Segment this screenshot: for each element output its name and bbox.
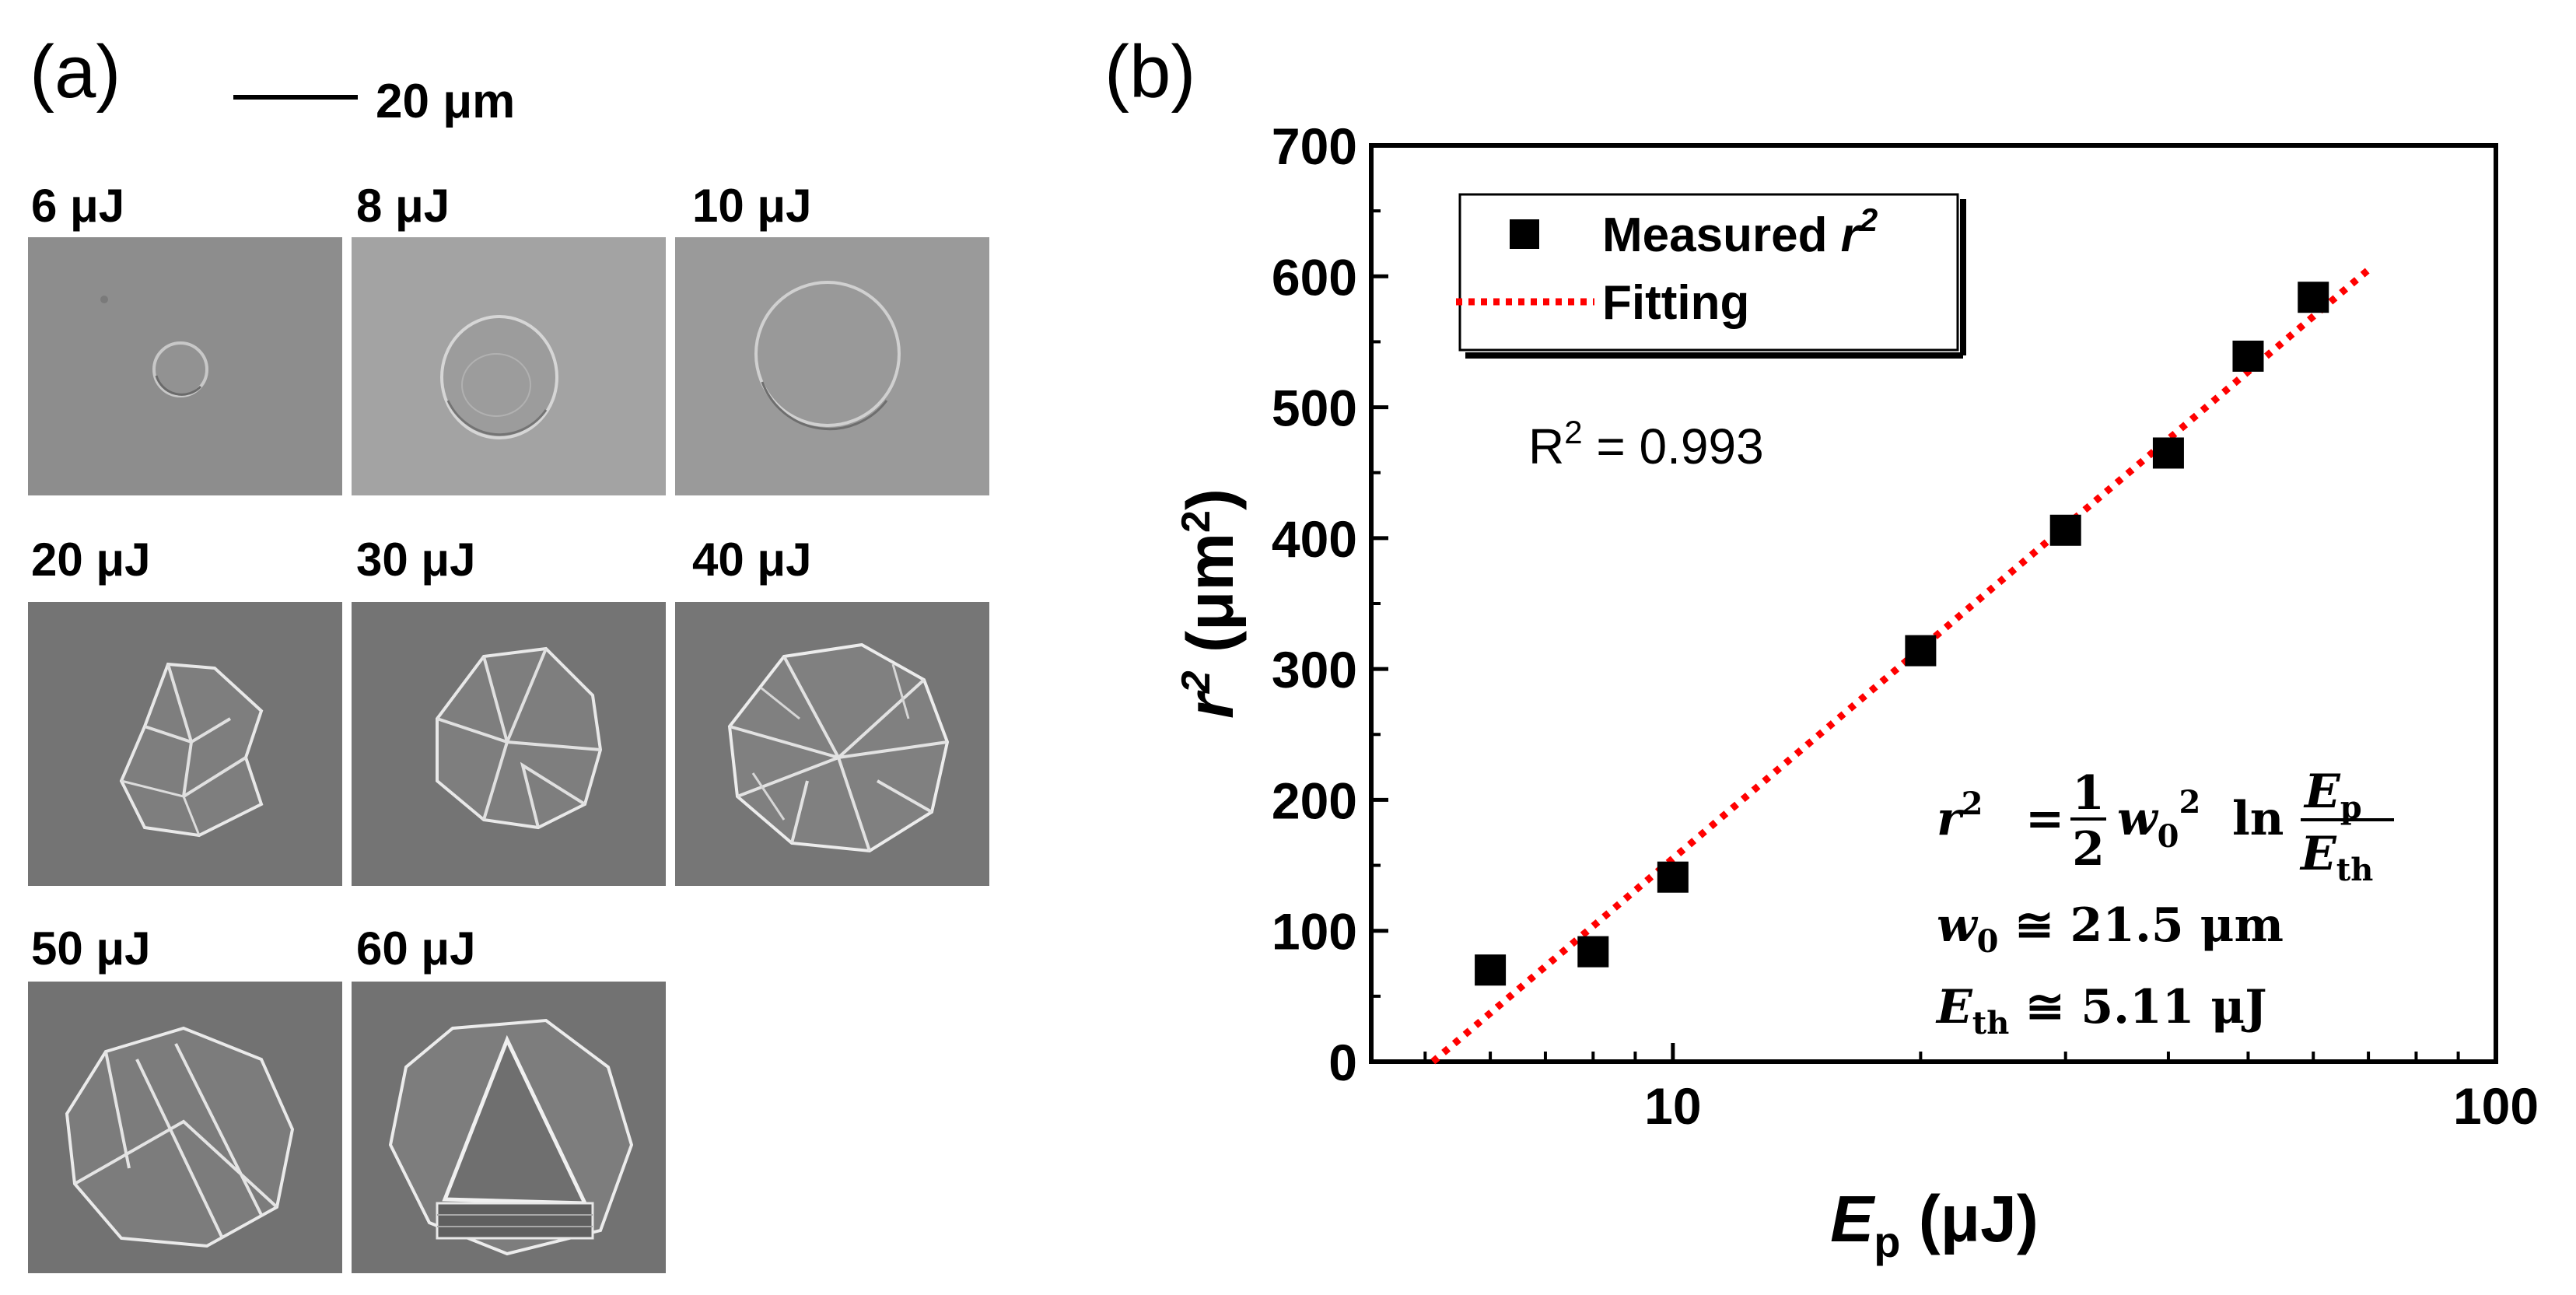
x-axis-label-subscript: p [1874,1217,1900,1266]
y-axis-label-unit-close: ) [1174,488,1247,510]
eq-w: w [2117,792,2159,846]
eth-symbol: E [1935,980,1973,1034]
svg-text:w02: w02 [2117,784,2200,855]
eq-ln: ln [2232,792,2284,846]
r-squared-annotation: R2 = 0.993 [1528,414,1764,474]
data-point [2232,340,2264,372]
y-axis-label-superscript: 2 [1174,670,1219,694]
sem-image-50uj [28,982,342,1273]
eq-den-e: E [2299,827,2337,881]
data-point [1475,954,1507,986]
y-tick-label: 500 [1272,380,1357,437]
x-tick-label: 10 [1644,1077,1701,1135]
panel-a-letter: (a) [30,30,121,114]
eq-w-subscript: 0 [2158,818,2179,855]
svg-text:r2: r2 [1937,786,1983,846]
data-point [2152,437,2184,469]
r-squared-value: = 0.993 [1583,418,1764,474]
y-tick-label: 100 [1272,903,1357,961]
legend-marker-measured [1510,219,1539,249]
tile-label: 10 μJ [692,180,812,232]
eq-den-subscript: th [2336,852,2374,888]
eq-equals: = [2025,792,2064,846]
eq-r: r [1937,792,1965,846]
eth-value: ≅ 5.11 μJ [2009,980,2266,1034]
eq-r-superscript: 2 [1962,786,1983,822]
y-tick-label: 700 [1272,117,1357,175]
y-axis-ticks: 0 100 200 300 400 500 600 700 [1272,117,1388,1091]
panel-b-letter: (b) [1104,30,1196,114]
svg-text:Ep: Ep [2303,765,2362,826]
data-point [1657,861,1689,893]
w0-value: ≅ 21.5 μm [1999,898,2284,953]
tile-label: 8 μJ [356,180,450,232]
x-axis-ticks: 10 100 [1423,1043,2539,1135]
eth-subscript: th [1972,1005,2010,1041]
eth-annotation: Eth ≅ 5.11 μJ [1935,980,2267,1041]
legend-measured-label: Measured r2 [1602,201,1878,262]
data-point [1905,635,1937,667]
y-axis-label-symbol: r [1174,690,1247,719]
y-axis-label: r2 (μm2) [1174,488,1247,719]
tile-label: 60 μJ [356,922,476,975]
svg-text:Eth: Eth [2299,827,2373,888]
tile-label: 20 μJ [31,534,151,586]
sem-image-6uj [28,237,342,495]
data-points [1475,282,2329,986]
y-axis-label-unit: (μm [1174,533,1247,653]
x-axis-label-unit: (μJ) [1919,1182,2039,1255]
y-tick-label: 300 [1272,641,1357,698]
scale-bar-label: 20 μm [376,75,516,128]
sem-image-40uj [675,602,989,886]
sem-image-30uj [352,602,666,886]
x-axis-label-symbol: E [1830,1182,1876,1255]
tile-label: 50 μJ [31,922,151,975]
eq-w-superscript: 2 [2179,784,2201,821]
data-point [1577,936,1609,968]
data-point [2049,514,2081,546]
tile-label: 6 μJ [31,180,125,232]
r-squared-symbol: R [1528,418,1564,474]
eq-frac-den: 2 [2072,822,2105,877]
scale-bar [233,95,358,100]
w0-subscript: 0 [1977,923,1999,960]
sem-image-8uj [352,237,666,495]
sem-image-20uj [28,602,342,886]
data-point [2298,282,2329,313]
eq-num-e: E [2303,765,2341,819]
legend-measured-symbol: r [1841,208,1862,262]
y-tick-label: 0 [1328,1034,1357,1091]
tile-label: 30 μJ [356,534,476,586]
legend-measured-superscript: 2 [1859,201,1878,238]
legend-measured-text: Measured [1602,208,1841,262]
eq-frac-num: 1 [2072,766,2105,821]
fit-equation: r2 = 1 2 w02 ln Ep Eth [1937,765,2394,888]
w0-symbol: w [1937,898,1979,953]
y-tick-label: 400 [1272,510,1357,568]
w0-annotation: w0 ≅ 21.5 μm [1937,898,2284,960]
x-tick-label: 100 [2453,1077,2539,1135]
sem-image-60uj [352,982,666,1273]
r-squared-superscript: 2 [1564,414,1582,450]
tile-label: 40 μJ [692,534,812,586]
sem-image-10uj [675,237,989,495]
y-axis-label-unit-superscript: 2 [1174,510,1219,533]
legend: Measured r2 Fitting [1456,193,1966,359]
legend-fitting-label: Fitting [1602,276,1749,330]
x-axis-label: Ep (μJ) [1830,1182,2039,1266]
y-tick-label: 600 [1272,248,1357,306]
y-tick-label: 200 [1272,772,1357,829]
